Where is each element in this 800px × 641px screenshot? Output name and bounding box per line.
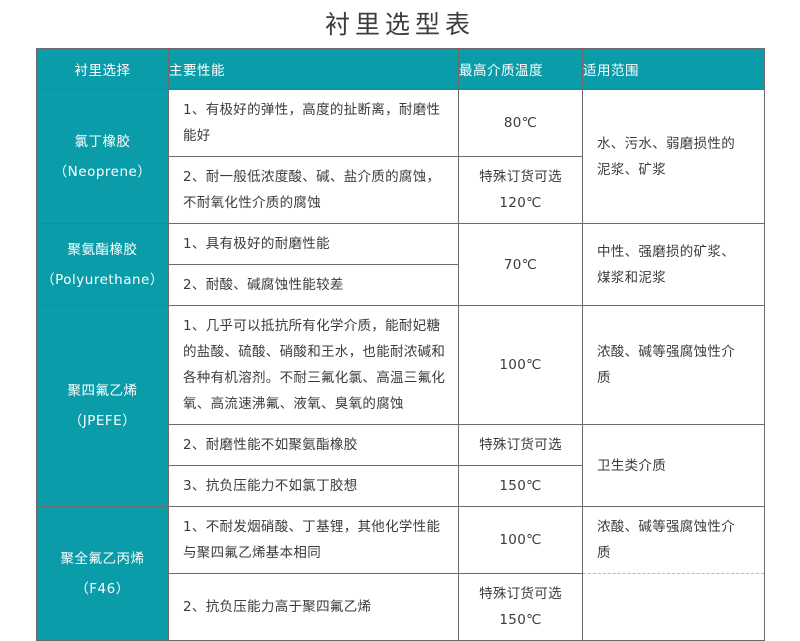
column-header-scope: 适用范围	[582, 48, 765, 90]
table-row: 聚全氟乙丙烯 （F46） 1、不耐发烟硝酸、丁基锂，其他化学性能与聚四氟乙烯基本…	[36, 506, 765, 641]
lining-selection-table: 衬里选择 主要性能 最高介质温度 适用范围 氯丁橡胶 （Neoprene） 1、…	[36, 48, 765, 641]
temperature-cell: 100℃	[458, 305, 583, 425]
performance-cell: 1、具有极好的耐磨性能	[168, 223, 459, 265]
scope-cell: 卫生类介质	[582, 424, 765, 507]
temperature-cell: 特殊订货可选 120℃	[458, 156, 583, 224]
table-row: 2、耐一般低浓度酸、碱、盐介质的腐蚀，不耐氧化性介质的腐蚀 特殊订货可选 120…	[37, 156, 765, 224]
table-row: 2、耐磨性能不如聚氨酯橡胶 特殊订货可选 卫生类介质	[37, 424, 765, 507]
temperature-line-1: 100℃	[499, 357, 542, 373]
temperature-cell: 100℃	[458, 506, 583, 574]
temperature-line-1: 100℃	[499, 532, 542, 548]
scope-line-2: 质	[597, 370, 611, 386]
page-title: 衬里选型表	[324, 10, 475, 39]
scope-cell: 浓酸、碱等强腐蚀性介 质	[582, 305, 765, 425]
temperature-cell: 70℃	[458, 223, 583, 306]
scope-cell: 浓酸、碱等强腐蚀性介 质	[582, 506, 765, 574]
temperature-cell: 150℃	[458, 465, 583, 507]
scope-line-1: 水、污水、弱磨损性的	[597, 135, 735, 152]
scope-line-1: 中性、强磨损的矿浆、	[597, 243, 735, 260]
scope-line-2: 泥浆、矿浆	[597, 161, 666, 178]
performance-cell: 3、抗负压能力不如氯丁胶想	[168, 465, 459, 507]
table-row: 聚氨酯橡胶 （Polyurethane） 1、具有极好的耐磨性能 70℃ 中性、…	[36, 223, 765, 306]
table-row: 2、耐酸、碱腐蚀性能较差	[37, 264, 765, 306]
scope-cell: 中性、强磨损的矿浆、 煤浆和泥浆	[582, 223, 765, 306]
performance-cell: 1、有极好的弹性，高度的扯断离，耐磨性能好	[168, 89, 459, 157]
temperature-cell: 特殊订货可选 150℃	[458, 573, 583, 641]
temperature-line-1: 特殊订货可选	[479, 169, 562, 185]
temperature-cell: 特殊订货可选	[458, 424, 583, 466]
table-header: 衬里选择 主要性能 最高介质温度 适用范围	[36, 48, 765, 90]
temperature-line-1: 70℃	[503, 256, 538, 273]
performance-cell: 2、耐一般低浓度酸、碱、盐介质的腐蚀，不耐氧化性介质的腐蚀	[168, 156, 459, 224]
temperature-line-2: 150℃	[499, 612, 542, 628]
lining-name-en: （F46）	[75, 580, 130, 597]
scope-cell: 水、污水、弱磨损性的 泥浆、矿浆	[582, 89, 765, 224]
performance-cell: 1、不耐发烟硝酸、丁基锂，其他化学性能与聚四氟乙烯基本相同	[168, 506, 459, 574]
performance-cell: 2、耐磨性能不如聚氨酯橡胶	[168, 424, 459, 466]
temperature-cell: 80℃	[458, 89, 583, 157]
temperature-line-1: 150℃	[499, 478, 542, 494]
performance-cell: 2、耐酸、碱腐蚀性能较差	[168, 264, 459, 306]
lining-name-en: （Neoprene）	[53, 163, 152, 180]
lining-name-en: （JPEFE）	[68, 413, 137, 429]
page-root: 衬里选型表 衬里选择 主要性能 最高介质温度 适用范围 氯丁橡胶 （Neopre…	[36, 10, 765, 641]
performance-cell: 2、抗负压能力高于聚四氟乙烯	[168, 573, 459, 641]
column-header-name: 衬里选择	[36, 48, 169, 90]
temperature-line-1: 80℃	[503, 115, 538, 131]
scope-line-1: 浓酸、碱等强腐蚀性介	[597, 344, 735, 360]
column-header-temperature: 最高介质温度	[458, 48, 583, 90]
temperature-line-2: 120℃	[499, 195, 542, 211]
lining-name-en: （Polyurethane）	[41, 271, 164, 288]
lining-name-cn: 聚氨酯橡胶	[67, 241, 138, 258]
table-body: 氯丁橡胶 （Neoprene） 1、有极好的弹性，高度的扯断离，耐磨性能好 80…	[36, 89, 765, 641]
lining-name-cell: 聚全氟乙丙烯 （F46）	[36, 506, 169, 641]
performance-cell: 1、几乎可以抵抗所有化学介质，能耐妃糖的盐酸、硫酸、硝酸和王水，也能耐浓碱和各种…	[168, 305, 459, 425]
lining-name-cn: 聚四氟乙烯	[67, 383, 138, 399]
lining-name-cell: 聚四氟乙烯 （JPEFE）	[36, 305, 169, 507]
lining-name-cn: 聚全氟乙丙烯	[60, 550, 145, 567]
lining-name-cell: 聚氨酯橡胶 （Polyurethane）	[36, 223, 169, 306]
scope-line-1: 卫生类介质	[597, 457, 666, 474]
header-row: 衬里选择 主要性能 最高介质温度 适用范围	[36, 48, 765, 90]
table-row: 3、抗负压能力不如氯丁胶想 150℃	[37, 465, 765, 507]
scope-line-1: 浓酸、碱等强腐蚀性介	[597, 519, 735, 535]
lining-name-cn: 氯丁橡胶	[74, 133, 131, 150]
column-header-performance: 主要性能	[168, 48, 459, 90]
table-row: 氯丁橡胶 （Neoprene） 1、有极好的弹性，高度的扯断离，耐磨性能好 80…	[36, 89, 765, 224]
temperature-line-1: 特殊订货可选	[479, 437, 562, 453]
lining-name-cell: 氯丁橡胶 （Neoprene）	[36, 89, 169, 224]
scope-line-2: 质	[597, 545, 611, 561]
table-row: 聚四氟乙烯 （JPEFE） 1、几乎可以抵抗所有化学介质，能耐妃糖的盐酸、硫酸、…	[36, 305, 765, 507]
scope-line-2: 煤浆和泥浆	[597, 269, 666, 286]
temperature-line-1: 特殊订货可选	[479, 586, 562, 602]
